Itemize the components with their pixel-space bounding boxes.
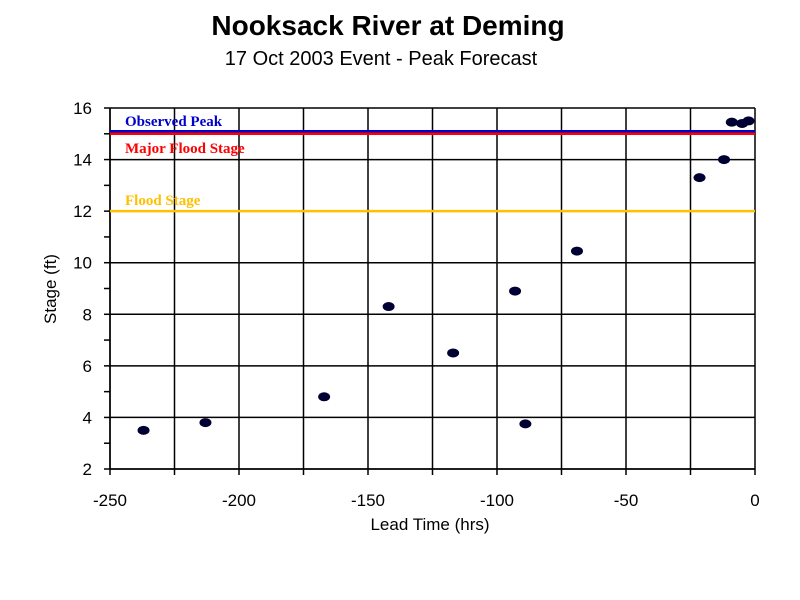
data-point (725, 117, 738, 127)
axis-labels: Lead Time (hrs) Stage (ft) (41, 254, 490, 534)
chart-subtitle: 17 Oct 2003 Event - Peak Forecast (224, 48, 538, 70)
data-point (318, 392, 331, 402)
x-tick-label: -250 (93, 491, 127, 510)
x-tick-label: -100 (480, 491, 514, 510)
y-tick-label: 2 (83, 460, 92, 479)
y-tick-label: 10 (73, 254, 92, 273)
data-point (447, 348, 460, 358)
reference-lines: Observed Peak Major Flood Stage Flood Stag… (110, 114, 755, 213)
y-axis-title: Stage (ft) (41, 254, 60, 324)
reference-line-label: Major Flood Stage (125, 141, 245, 157)
y-tick-label: 4 (83, 408, 92, 427)
x-tick-label: -150 (351, 491, 385, 510)
data-point (718, 155, 731, 165)
chart-title: Nooksack River at Deming (211, 10, 565, 41)
x-tick-label: -200 (222, 491, 256, 510)
data-point (199, 418, 212, 428)
data-point (509, 286, 522, 296)
reference-line-label: Flood Stage (125, 193, 201, 209)
y-tick-label: 12 (73, 202, 92, 221)
data-point (519, 419, 532, 429)
data-point (693, 173, 706, 183)
axes: 2 4 6 8 10 12 14 16 -250 -200 -150 -100 -50 0 (73, 99, 760, 510)
y-tick-label: 16 (73, 99, 92, 118)
y-tick-label: 8 (83, 305, 92, 324)
data-point (742, 116, 755, 126)
y-tick-label: 14 (73, 151, 92, 170)
x-tick-label: -50 (614, 491, 639, 510)
data-point (137, 425, 150, 435)
data-point (570, 246, 583, 256)
x-axis-title: Lead Time (hrs) (370, 515, 489, 534)
y-tick-label: 6 (83, 357, 92, 376)
reference-line-label: Observed Peak (125, 114, 223, 130)
data-points (137, 116, 755, 435)
data-point (382, 302, 395, 312)
x-tick-label: 0 (750, 491, 759, 510)
gridlines (109, 107, 756, 470)
